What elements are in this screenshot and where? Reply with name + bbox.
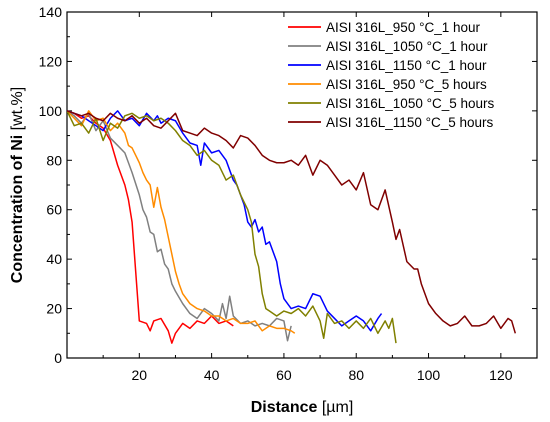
y-tick-label: 80 (46, 152, 62, 168)
y-axis-title-main: Concentration of Ni (9, 135, 26, 283)
legend-label-5: AISI 316L_1050 °C_5 hours (326, 96, 495, 111)
x-axis-title-unit: [µm] (317, 399, 353, 416)
y-tick-label: 0 (54, 350, 62, 366)
series-line-5 (67, 110, 397, 344)
x-axis-title: Distance [µm] (251, 399, 354, 416)
y-tick-label: 100 (39, 103, 63, 119)
legend-label-2: AISI 316L_1050 °C_1 hour (326, 39, 488, 54)
plot-area (66, 11, 538, 359)
legend-label-1: AISI 316L_950 °C_1 hour (326, 20, 481, 35)
x-tick-label: 20 (132, 367, 148, 383)
x-tick-label: 100 (417, 367, 441, 383)
x-tick-label: 60 (276, 367, 292, 383)
y-tick-label: 120 (39, 53, 63, 69)
series-line-2 (67, 110, 292, 342)
legend: AISI 316L_950 °C_1 hour AISI 316L_1050 °C… (288, 20, 495, 130)
y-axis-title-unit: [wt.%] (9, 87, 26, 135)
x-axis-title-main: Distance (251, 399, 318, 416)
x-tick-label: 120 (489, 367, 513, 383)
y-tick-label: 60 (46, 202, 62, 218)
y-axis-title: Concentration of Ni [wt.%] (9, 87, 26, 283)
y-tick-label: 20 (46, 301, 62, 317)
series-line-6 (67, 110, 517, 334)
legend-label-3: AISI 316L_1150 °C_1 hour (326, 58, 487, 73)
y-tick-label: 40 (46, 251, 62, 267)
axis-ticks: 0 20 40 60 80 100 120 140 20 40 60 80 100 120 (39, 4, 537, 383)
x-tick-label: 80 (348, 367, 364, 383)
legend-label-6: AISI 316L_1150 °C_5 hours (326, 115, 494, 130)
legend-label-4: AISI 316L_950 °C_5 hours (326, 77, 487, 92)
y-tick-label: 140 (39, 4, 63, 20)
series-layer (67, 110, 517, 344)
x-tick-label: 40 (204, 367, 220, 383)
